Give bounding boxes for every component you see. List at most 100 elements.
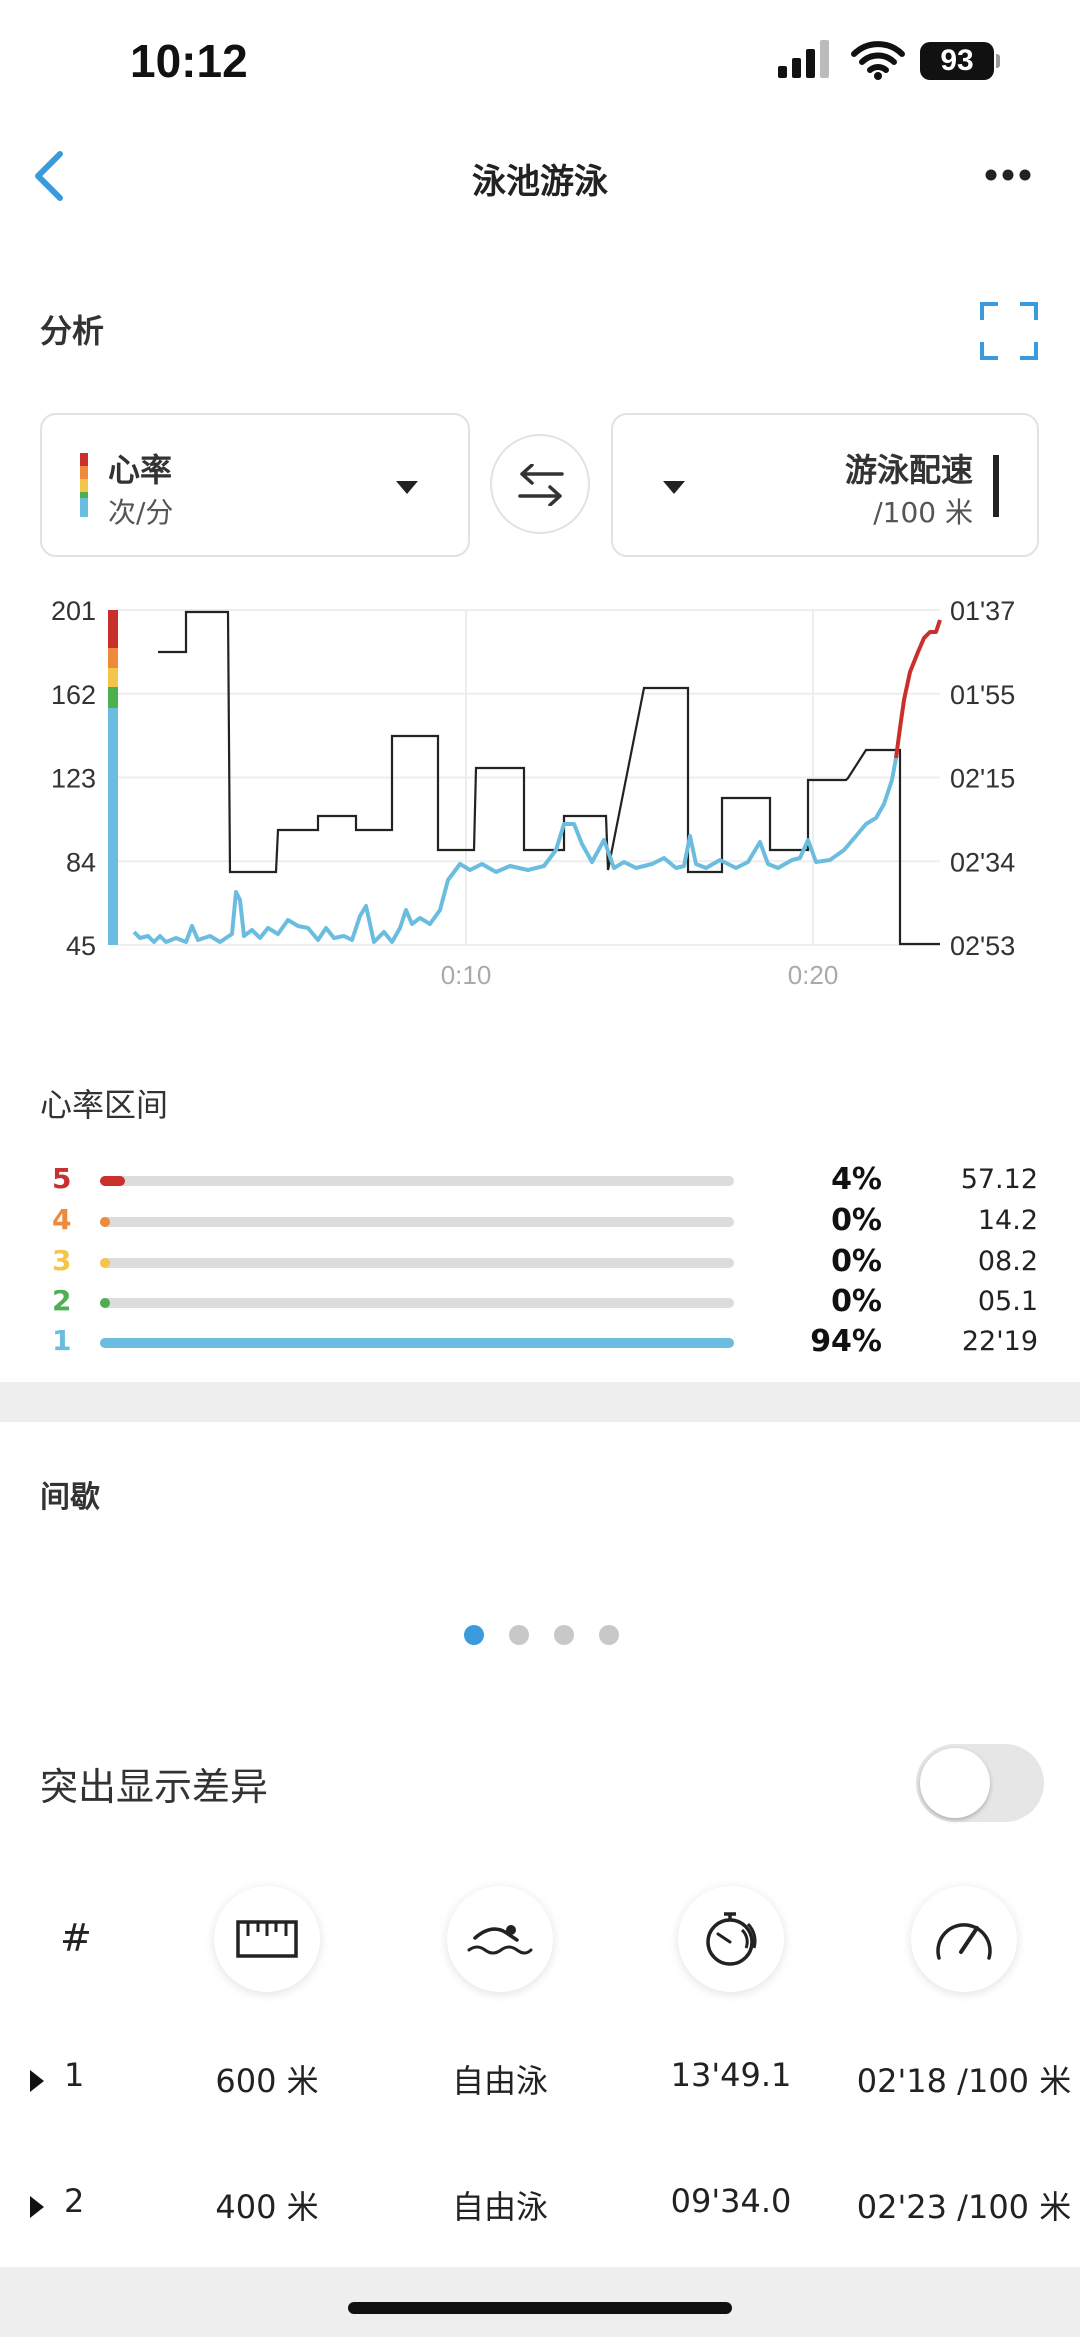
battery-indicator: 93 bbox=[920, 42, 994, 80]
zone-percentage: 94% bbox=[810, 1324, 882, 1359]
intervals-label: 间歇 bbox=[40, 1480, 100, 1515]
right-axis-tick: 01'37 bbox=[950, 596, 1015, 626]
page-dot-3[interactable] bbox=[554, 1625, 574, 1645]
x-axis-tick: 0:10 bbox=[441, 960, 492, 990]
highlight-differences-label: 突出显示差异 bbox=[40, 1765, 269, 1809]
home-indicator[interactable] bbox=[348, 2302, 732, 2314]
interval-pace: 02'18 /100 米 bbox=[856, 2062, 1072, 2100]
right-metric-selector[interactable]: 游泳配速 /100 米 bbox=[611, 413, 1039, 557]
left-axis-tick: 162 bbox=[51, 680, 96, 710]
left-metric-selector[interactable]: 心率 次/分 bbox=[40, 413, 470, 557]
zone-percentage: 4% bbox=[831, 1162, 882, 1197]
more-options-button[interactable] bbox=[985, 168, 1031, 182]
zone-row-5: 5 4% 57.12 bbox=[0, 1162, 1080, 1202]
heart-rate-series-line bbox=[132, 757, 898, 944]
zone-number: 1 bbox=[52, 1324, 72, 1357]
ruler-icon bbox=[236, 1920, 298, 1958]
zone-row-3: 3 0% 08.2 bbox=[0, 1244, 1080, 1284]
zone-color-segment bbox=[108, 687, 118, 708]
right-metric-title: 游泳配速 bbox=[844, 451, 973, 489]
stopwatch-icon bbox=[706, 1912, 757, 1966]
zone-percentage: 0% bbox=[831, 1203, 882, 1238]
right-axis-tick: 02'34 bbox=[950, 847, 1015, 877]
zone-number: 2 bbox=[52, 1284, 72, 1317]
left-metric-unit: 次/分 bbox=[108, 496, 174, 529]
interval-stroke: 自由泳 bbox=[451, 2062, 548, 2100]
swap-arrows-icon bbox=[518, 464, 564, 506]
zone-bar-track bbox=[100, 1338, 734, 1348]
zone-bar-fill bbox=[100, 1258, 110, 1268]
left-axis-tick: 123 bbox=[51, 764, 96, 794]
interval-row[interactable]: 1 600 米 自由泳 13'49.1 02'18 /100 米 bbox=[0, 2056, 1080, 2106]
right-metric-unit: /100 米 bbox=[873, 496, 973, 529]
interval-index: 2 bbox=[64, 2182, 85, 2220]
distance-column-header bbox=[214, 1886, 320, 1992]
zone-time: 22'19 bbox=[961, 1326, 1038, 1357]
zone-color-segment bbox=[108, 610, 118, 648]
column-index-header: # bbox=[60, 1916, 92, 1960]
interval-duration: 09'34.0 bbox=[670, 2182, 792, 2220]
zone-bar-track bbox=[100, 1217, 734, 1227]
right-axis-tick: 01'55 bbox=[950, 680, 1015, 710]
zone-bar-track bbox=[100, 1176, 734, 1186]
page-dot-2[interactable] bbox=[509, 1625, 529, 1645]
left-axis-tick: 84 bbox=[66, 847, 96, 877]
zone-time: 05.1 bbox=[977, 1286, 1038, 1317]
zone-color-segment bbox=[108, 648, 118, 668]
zone-time: 57.12 bbox=[960, 1164, 1038, 1195]
interval-pace: 02'23 /100 米 bbox=[856, 2188, 1072, 2226]
swap-metrics-button[interactable] bbox=[490, 434, 590, 534]
zone-number: 3 bbox=[52, 1244, 72, 1277]
zone-bar-fill bbox=[100, 1176, 126, 1186]
page-title: 泳池游泳 bbox=[472, 162, 608, 202]
analysis-label: 分析 bbox=[40, 312, 105, 350]
zone-bar-fill bbox=[100, 1217, 110, 1227]
section-divider bbox=[0, 1382, 1080, 1422]
zone-number: 4 bbox=[52, 1203, 72, 1236]
zone-time: 14.2 bbox=[977, 1205, 1038, 1236]
heart-rate-high-zone-line bbox=[894, 619, 942, 759]
stroke-column-header bbox=[447, 1886, 553, 1992]
zone-color-segment bbox=[108, 668, 118, 687]
right-axis-tick: 02'15 bbox=[950, 764, 1015, 794]
zone-color-segment bbox=[108, 708, 118, 945]
zone-percentage: 0% bbox=[831, 1244, 882, 1279]
interval-distance: 600 米 bbox=[215, 2062, 319, 2100]
toggle-knob[interactable] bbox=[920, 1748, 990, 1818]
page-dot-1[interactable] bbox=[464, 1625, 484, 1645]
interval-row[interactable]: 2 400 米 自由泳 09'34.0 02'23 /100 米 bbox=[0, 2182, 1080, 2232]
zones-label: 心率区间 bbox=[40, 1086, 169, 1124]
fullscreen-button[interactable] bbox=[980, 302, 1038, 360]
right-axis-tick: 02'53 bbox=[950, 931, 1015, 961]
pace-color-icon bbox=[993, 455, 999, 517]
interval-duration: 13'49.1 bbox=[670, 2056, 792, 2094]
interval-stroke: 自由泳 bbox=[451, 2188, 548, 2226]
zone-bar-fill bbox=[100, 1298, 110, 1308]
pace-column-header bbox=[911, 1886, 1017, 1992]
zone-percentage: 0% bbox=[831, 1284, 882, 1319]
battery-tip bbox=[996, 54, 1000, 68]
zone-number: 5 bbox=[52, 1162, 72, 1195]
dropdown-caret-icon bbox=[396, 481, 418, 494]
heart-rate-zone-color-icon bbox=[80, 453, 88, 517]
wifi-icon bbox=[851, 41, 905, 80]
zone-row-4: 4 0% 14.2 bbox=[0, 1203, 1080, 1243]
zone-bar-track bbox=[100, 1298, 734, 1308]
swimmer-icon bbox=[467, 1925, 533, 1955]
cellular-signal-icon bbox=[778, 40, 829, 78]
left-metric-title: 心率 bbox=[108, 451, 173, 489]
zone-bar-track bbox=[100, 1258, 734, 1268]
page-dot-4[interactable] bbox=[599, 1625, 619, 1645]
status-time: 10:12 bbox=[130, 35, 248, 87]
left-axis-tick: 45 bbox=[66, 931, 96, 961]
pace-series-line bbox=[158, 610, 940, 946]
dropdown-caret-icon bbox=[663, 481, 685, 494]
back-button[interactable] bbox=[30, 148, 70, 204]
expand-triangle-icon[interactable] bbox=[30, 2196, 44, 2218]
zone-row-1: 1 94% 22'19 bbox=[0, 1324, 1080, 1364]
left-axis-tick: 201 bbox=[51, 596, 96, 626]
duration-column-header bbox=[678, 1886, 784, 1992]
expand-triangle-icon[interactable] bbox=[30, 2070, 44, 2092]
zone-row-2: 2 0% 05.1 bbox=[0, 1284, 1080, 1324]
